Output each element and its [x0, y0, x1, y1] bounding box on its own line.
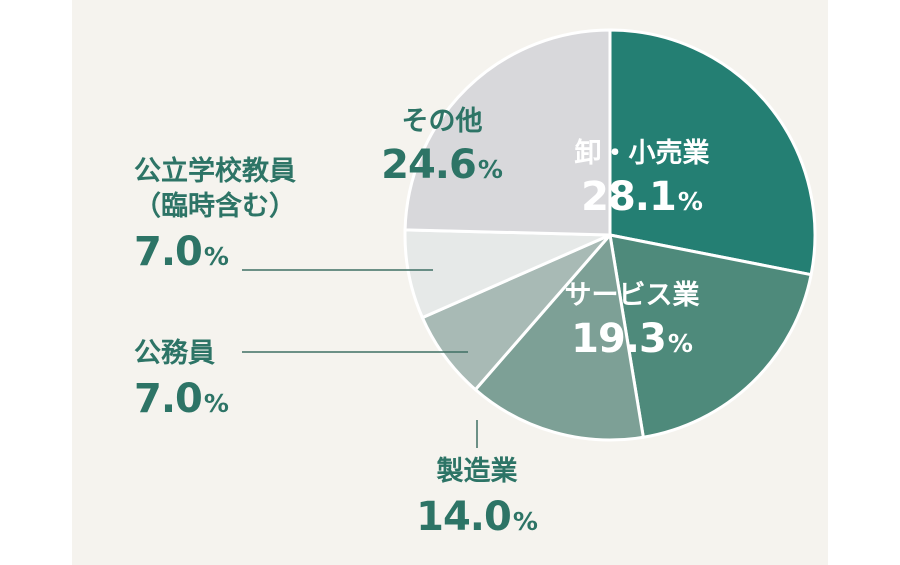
pie-chart	[242, 28, 817, 448]
slice-name-civil: 公務員	[134, 338, 215, 369]
slice-value-teacher: 7.0%	[134, 229, 229, 275]
slice-label-teacher: 公立学校教員 （臨時含む） 7.0%	[134, 158, 296, 272]
slice-value-manufacturing: 14.0%	[416, 494, 538, 540]
slice-name-retail: 卸・小売業	[574, 138, 710, 169]
slice-label-other: その他 24.6%	[381, 108, 503, 185]
slice-value-service: 19.3%	[571, 316, 693, 362]
slice-name-service: サービス業	[564, 280, 700, 311]
slice-label-manufacturing: 製造業 14.0%	[416, 458, 538, 537]
pie-slice-manufacturing	[473, 233, 645, 442]
slice-value-other: 24.6%	[381, 142, 503, 188]
pie-slice-service	[608, 233, 813, 439]
slice-label-civil: 公務員 7.0%	[134, 340, 229, 419]
slice-name-other: その他	[401, 106, 483, 137]
slice-label-retail: 卸・小売業 28.1%	[575, 140, 710, 217]
slice-name-manufacturing: 製造業	[436, 456, 518, 487]
pie-slice-retail	[608, 28, 817, 277]
slice-name-teacher-line2: （臨時含む）	[134, 191, 296, 222]
slice-value-civil: 7.0%	[134, 376, 229, 422]
slice-name-teacher-line1: 公立学校教員	[134, 156, 296, 187]
chart-panel: 卸・小売業 28.1% サービス業 19.3% その他 24.6% 公立学校教員…	[72, 0, 828, 565]
slice-label-service: サービス業 19.3%	[565, 282, 700, 359]
slice-value-retail: 28.1%	[581, 174, 703, 220]
pie-slice-other	[403, 28, 612, 237]
